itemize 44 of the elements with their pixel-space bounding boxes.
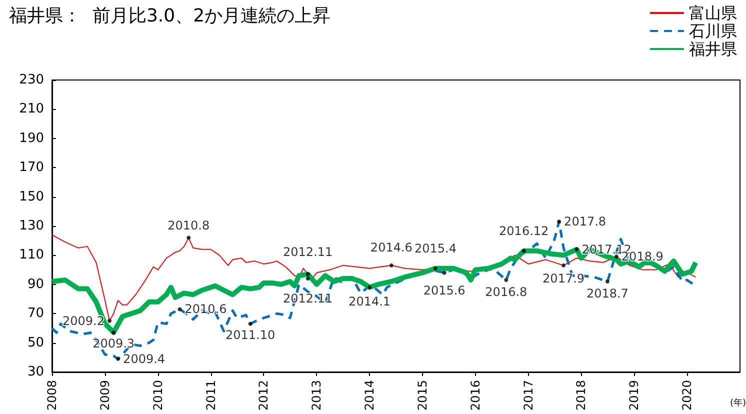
legend-label: 石川県 <box>689 22 737 40</box>
x-tick-label: 2019 <box>627 380 642 411</box>
annotation: 2009.4 <box>123 352 166 366</box>
y-tick-label: 190 <box>19 130 44 146</box>
annotation: 2015.4 <box>414 241 456 256</box>
y-tick-label: 210 <box>19 102 44 117</box>
chart-title: 福井県： 前月比3.0、2か月連続の上昇 <box>9 6 331 26</box>
x-tick-label: 2014 <box>362 380 377 411</box>
annotation: 2018.7 <box>586 286 628 300</box>
x-tick-label: 2011 <box>204 380 218 411</box>
x-tick-label: 2016 <box>468 380 482 411</box>
annotation: 2009.3 <box>92 336 135 351</box>
y-tick-label: 90 <box>27 276 44 292</box>
y-tick-label: 30 <box>27 364 44 380</box>
y-tick-label: 170 <box>19 160 44 176</box>
x-tick-label: 2010 <box>150 380 165 411</box>
y-tick-label: 50 <box>27 335 44 350</box>
annotation: 2016.8 <box>485 285 528 300</box>
annotation: 2011.10 <box>226 328 276 342</box>
x-tick-label: 2013 <box>310 380 324 411</box>
annotation: 2014.6 <box>370 240 412 254</box>
annotation: 2017.9 <box>542 271 585 286</box>
annotation: 2017.8 <box>564 214 606 229</box>
y-tick-label: 70 <box>27 306 44 322</box>
annotation: 2012.11 <box>283 245 333 260</box>
x-tick-label: 2009 <box>98 380 112 411</box>
y-tick-label: 130 <box>19 218 44 234</box>
y-tick-label: 150 <box>19 189 44 204</box>
x-axis-title: (年) <box>730 398 746 408</box>
x-tick-label: 2015 <box>415 380 430 411</box>
annotation: 2010.8 <box>168 218 210 233</box>
y-tick-label: 230 <box>19 72 44 88</box>
x-tick-label: 2017 <box>521 380 536 411</box>
annotation: 2010.6 <box>184 302 227 316</box>
x-tick-label: 2008 <box>45 380 59 411</box>
annotation: 2014.1 <box>348 294 391 308</box>
x-tick-label: 2018 <box>574 380 588 411</box>
annotation: 2015.6 <box>423 284 466 298</box>
legend-label: 福井県 <box>689 40 737 58</box>
legend-label: 富山県 <box>689 4 737 22</box>
y-tick-label: 110 <box>19 248 44 263</box>
x-tick-label: 2012 <box>256 380 271 411</box>
x-tick-label: 2020 <box>680 380 694 411</box>
annotation: 2016.12 <box>499 224 549 238</box>
